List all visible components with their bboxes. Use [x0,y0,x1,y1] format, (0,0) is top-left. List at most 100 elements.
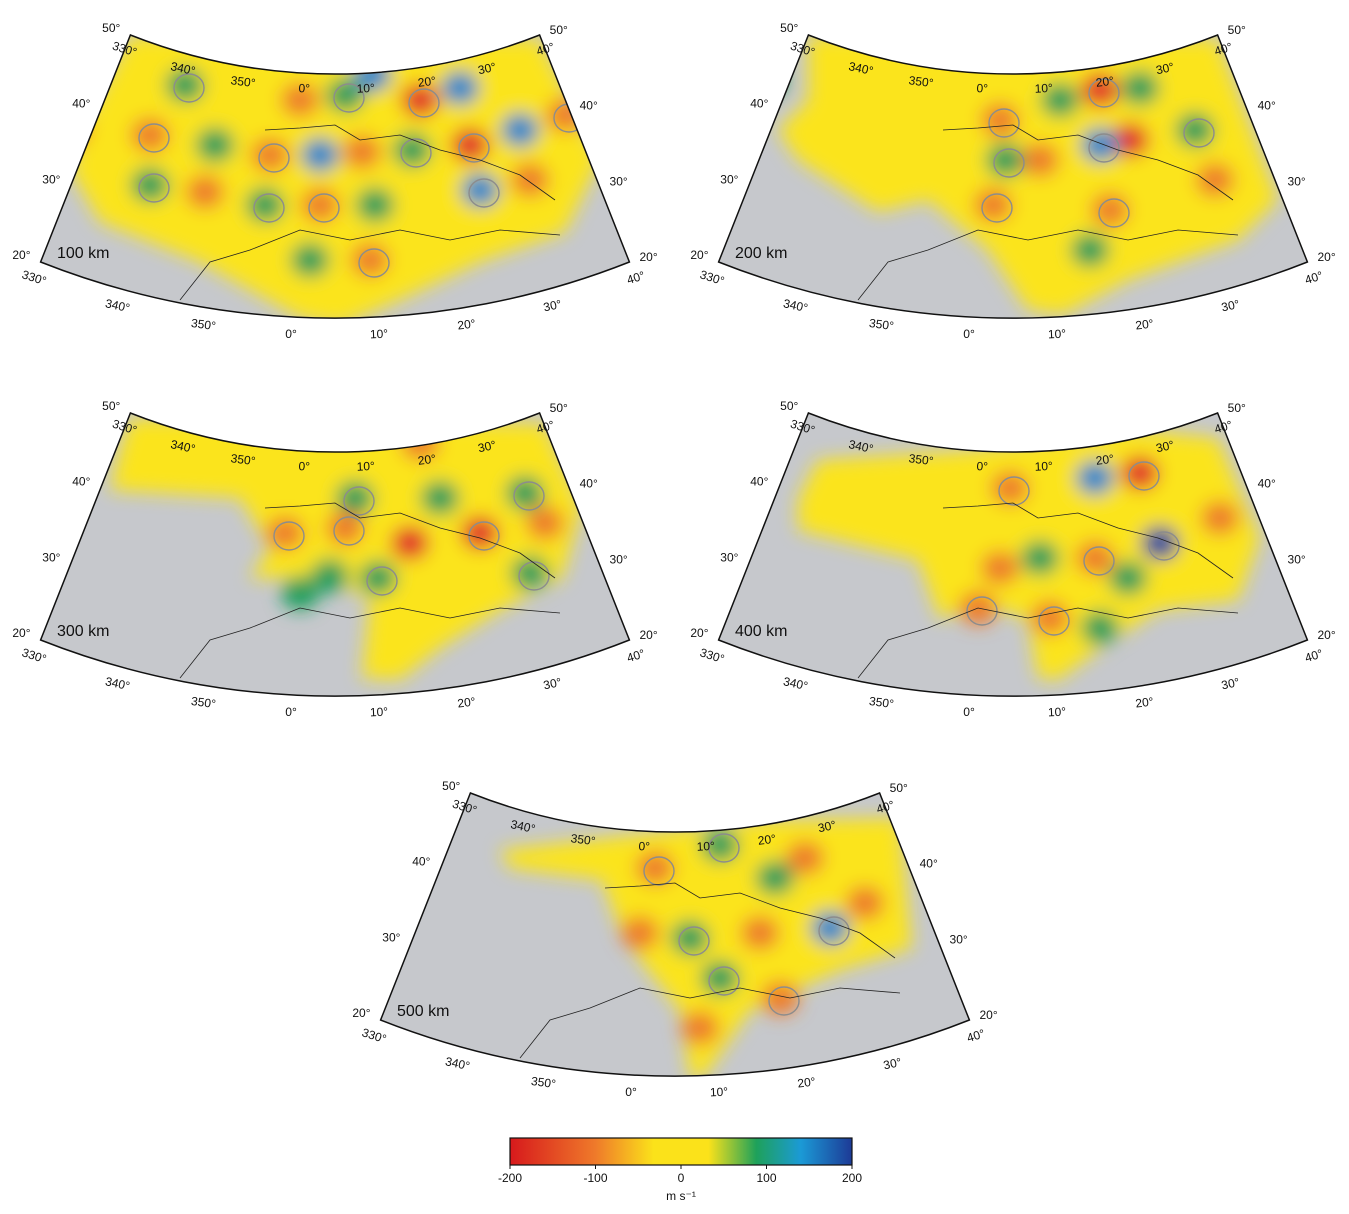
bottom-lon-label: 10° [710,1085,729,1100]
anomaly-blob [356,188,394,222]
anomaly-blob [1141,526,1179,560]
anomaly-blob [246,188,284,222]
colorbar-tick-label: -200 [498,1171,522,1185]
bottom-lon-label: 40° [965,1026,987,1045]
anomaly-blob [981,551,1019,585]
anomaly-blob [131,118,169,152]
right-lat-label: 40° [580,99,598,113]
right-lat-label: 30° [1288,552,1306,566]
anomaly-blob [986,143,1024,177]
anomaly-blob [391,526,429,560]
bottom-lon-label: 350° [868,694,895,711]
left-lat-label: 20° [12,248,30,262]
anomaly-blob [621,916,659,950]
anomaly-blob [393,133,431,167]
top-lon-label: 10° [1034,81,1053,96]
left-lat-label: 20° [690,248,708,262]
right-lat-label: 20° [979,1008,997,1022]
right-lat-label: 20° [639,250,657,264]
right-lat-label: 50° [550,23,568,37]
bottom-lon-label: 0° [285,705,297,719]
left-lat-label: 40° [750,475,768,489]
left-lat-label: 50° [102,21,120,35]
left-lat-label: 40° [412,855,430,869]
bottom-lon-label: 0° [963,327,975,341]
left-lat-label: 20° [12,626,30,640]
anomaly-blob [1021,541,1059,575]
body: 100 km330°340°350°0°10°20°30°40°330°340°… [0,0,1349,1209]
anomaly-blob [701,961,739,995]
right-lat-label: 40° [580,477,598,491]
anomaly-blob [359,561,397,595]
anomaly-blob [506,476,544,510]
left-lat-label: 40° [72,97,90,111]
anomaly-blob [301,188,339,222]
colorbar-ramp [510,1138,852,1165]
bottom-lon-label: 10° [1048,705,1067,720]
bottom-lon-label: 10° [1048,327,1067,342]
anomaly-blob [51,113,89,147]
left-lat-label: 50° [780,399,798,413]
right-lat-label: 30° [610,552,628,566]
anomaly-blob [441,71,479,105]
right-lat-label: 50° [1228,401,1246,415]
colorbar-unit: m s⁻¹ [666,1189,696,1203]
bottom-lon-label: 30° [882,1055,903,1073]
bottom-lon-label: 40° [625,646,647,665]
anomaly-blob [301,138,339,172]
right-lat-label: 20° [1317,250,1335,264]
depth-label: 500 km [397,1003,449,1020]
depth-label: 200 km [735,245,787,262]
bottom-lon-label: 20° [1135,316,1155,332]
top-lon-label: 10° [356,459,375,474]
top-lon-label: 20° [417,452,437,468]
left-lat-label: 30° [720,172,738,186]
left-lat-label: 30° [42,550,60,564]
anomaly-blob [741,916,779,950]
right-lat-label: 50° [550,401,568,415]
anomaly-blob [1121,456,1159,490]
left-lat-label: 30° [720,550,738,564]
bottom-lon-label: 10° [370,705,389,720]
top-lon-label: 20° [1095,452,1115,468]
colorbar-tick-label: 100 [756,1171,776,1185]
anomaly-blob [1081,128,1119,162]
colorbar-tick-label: 200 [842,1171,862,1185]
right-lat-label: 20° [639,628,657,642]
anomaly-blob [281,576,319,610]
anomaly-blob [546,98,584,132]
bottom-lon-label: 350° [868,316,895,333]
anomaly-blob [461,516,499,550]
anomaly-blob [1021,143,1059,177]
bottom-lon-label: 40° [1303,268,1325,287]
left-lat-label: 20° [352,1006,370,1020]
map-panel: 400 km330°340°350°0°10°20°30°40°330°340°… [690,399,1336,719]
right-lat-label: 50° [890,781,908,795]
bottom-lon-label: 20° [457,316,477,332]
top-lon-label: 20° [417,74,437,90]
bottom-lon-label: 30° [1220,675,1241,693]
bottom-lon-label: 350° [190,316,217,333]
anomaly-blob [1196,163,1234,197]
left-lat-label: 40° [72,475,90,489]
anomaly-blob [1091,193,1129,227]
anomaly-blob [1071,233,1109,267]
anomaly-blob [981,103,1019,137]
anomaly-blob [636,851,674,885]
left-lat-label: 30° [382,930,400,944]
depth-label: 100 km [57,245,109,262]
anomaly-blob [671,921,709,955]
right-lat-label: 30° [610,174,628,188]
top-lon-label: 10° [356,81,375,96]
left-lat-label: 50° [442,779,460,793]
right-lat-label: 40° [1258,477,1276,491]
anomaly-blob [326,511,364,545]
anomaly-blob [291,243,329,277]
anomaly-blob [681,1011,719,1045]
bottom-lon-label: 0° [963,705,975,719]
map-panel: 500 km330°340°350°0°10°20°30°40°330°340°… [352,779,998,1099]
anomaly-blob [196,128,234,162]
anomaly-blob [351,243,389,277]
anomaly-blob [1081,611,1119,645]
bottom-lon-label: 20° [797,1074,817,1090]
